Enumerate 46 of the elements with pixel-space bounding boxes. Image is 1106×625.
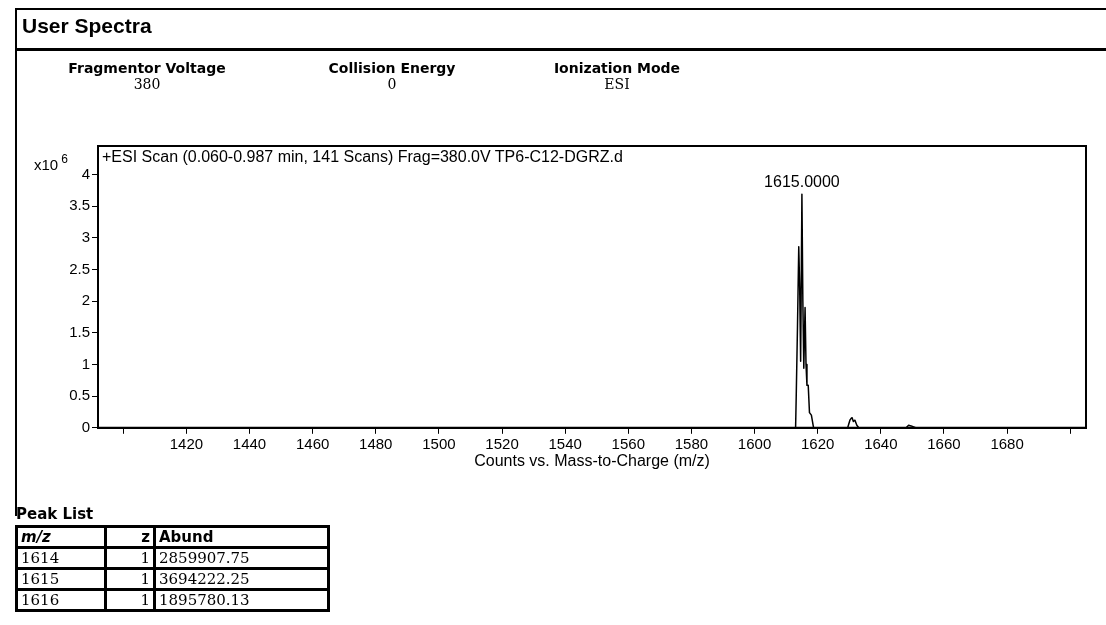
x-tick-label: 1440	[232, 434, 267, 452]
x-tick-label: 1680	[990, 434, 1024, 452]
text: 1615	[16, 568, 106, 590]
text: Fragmentor Voltage	[67, 60, 227, 76]
x-tick-label: 1560	[611, 434, 645, 452]
text: ESI	[603, 76, 631, 92]
x-axis-title: Counts vs. Mass-to-Charge (m/z)	[474, 451, 710, 469]
text: m/z	[16, 526, 106, 548]
text: 1614	[16, 547, 106, 569]
text: 1	[105, 589, 155, 611]
chart-title: User Spectra	[22, 14, 152, 38]
x-tick-label: 1640	[864, 434, 898, 452]
text: 2859907.75	[154, 547, 329, 569]
x-tick-label: 1580	[674, 434, 709, 452]
text: 1616	[16, 589, 106, 611]
text: Peak List	[16, 505, 94, 523]
y-tick-label: 3	[81, 227, 90, 245]
y-tick-label: 4	[81, 164, 90, 182]
y-tick-label: 1.5	[69, 322, 90, 340]
x-tick-label: 1620	[801, 434, 835, 452]
x-tick-label: 1420	[169, 434, 204, 452]
text: 1	[105, 568, 155, 590]
annotation: 1615.0000	[764, 172, 840, 190]
x-tick-label: 1460	[295, 434, 330, 452]
y-tick-label: 0	[81, 417, 90, 435]
y-tick-label: 3.5	[69, 196, 90, 214]
y-tick-label: 2.5	[69, 259, 90, 277]
x-tick-label: 1660	[927, 434, 961, 452]
x-tick-label: 1540	[548, 434, 582, 452]
text: Collision Energy	[327, 60, 457, 76]
text: 3694222.25	[154, 568, 329, 590]
text: 1	[105, 547, 155, 569]
annotation: +ESI Scan (0.060-0.987 min, 141 Scans) Frag=380.0V TP6-C12-DGRZ.d	[102, 148, 623, 166]
x-tick-label: 1500	[422, 434, 456, 452]
text: 380	[132, 76, 162, 92]
text: 0	[386, 76, 398, 92]
y-tick-label: 2	[81, 291, 90, 309]
text: Abund	[154, 526, 329, 548]
text: Ionization Mode	[552, 60, 682, 76]
x-tick-label: 1480	[359, 434, 393, 452]
x-tick-label: 1600	[737, 434, 772, 452]
text: 1895780.13	[154, 589, 329, 611]
y-tick-label: 0.5	[69, 386, 90, 404]
y-tick-label: 1	[81, 354, 90, 372]
text: z	[105, 526, 155, 548]
x-tick-label: 1520	[485, 434, 519, 452]
